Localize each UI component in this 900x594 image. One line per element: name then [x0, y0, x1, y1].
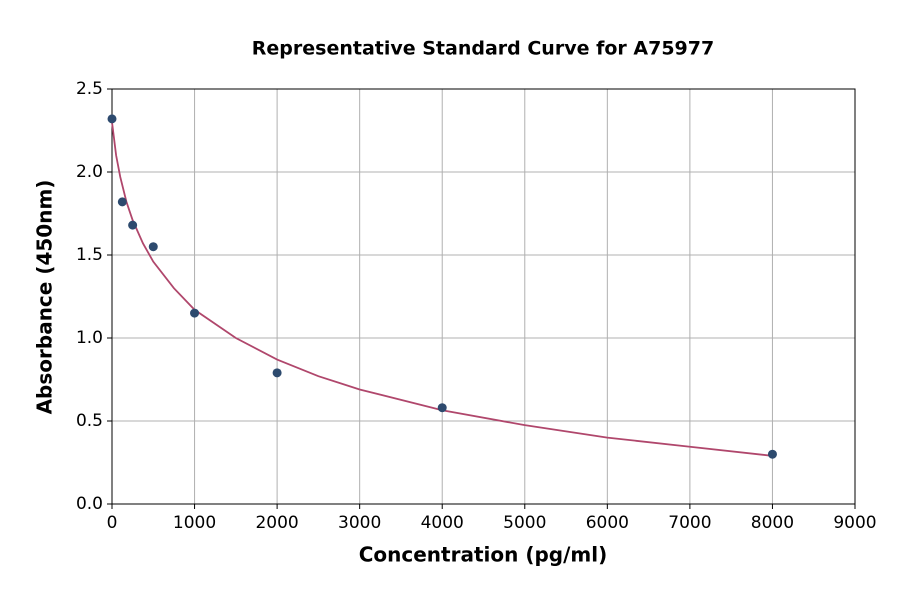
x-tick-label: 4000 [421, 513, 464, 533]
data-point [272, 368, 282, 378]
data-point [128, 220, 138, 230]
data-point [148, 242, 158, 252]
x-axis-label: Concentration (pg/ml) [359, 543, 608, 567]
data-point [767, 449, 777, 459]
x-tick-label: 6000 [586, 513, 629, 533]
y-tick-label: 1.0 [76, 328, 103, 348]
plot-frame [111, 88, 856, 505]
data-point [190, 308, 200, 318]
data-point [437, 403, 447, 413]
x-tick-label: 2000 [255, 513, 298, 533]
x-tick-label: 3000 [338, 513, 381, 533]
data-point [117, 197, 127, 207]
chart-title: Representative Standard Curve for A75977 [252, 38, 714, 60]
x-tick-label: 7000 [668, 513, 711, 533]
y-tick-label: 2.5 [76, 79, 103, 99]
y-tick-label: 0.0 [76, 494, 103, 514]
x-tick-label: 9000 [833, 513, 876, 533]
y-tick-label: 1.5 [76, 245, 103, 265]
x-tick-label: 0 [107, 513, 118, 533]
x-tick-label: 8000 [751, 513, 794, 533]
y-axis-label: Absorbance (450nm) [33, 180, 57, 415]
data-point [107, 114, 117, 124]
y-tick-label: 0.5 [76, 411, 103, 431]
x-tick-label: 5000 [503, 513, 546, 533]
fit-curve [111, 122, 773, 457]
x-tick-label: 1000 [173, 513, 216, 533]
y-tick-label: 2.0 [76, 162, 103, 182]
